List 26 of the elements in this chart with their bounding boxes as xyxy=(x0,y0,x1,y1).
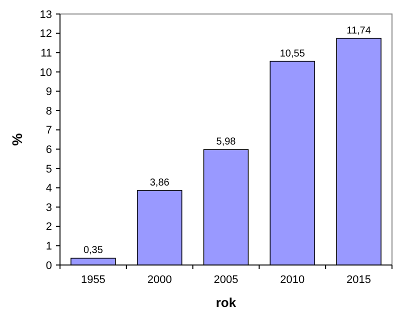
x-tick-label: 2010 xyxy=(280,274,305,286)
y-tick-label: 2 xyxy=(46,221,52,234)
data-label: 3,86 xyxy=(150,177,170,188)
y-tick-label: 0 xyxy=(46,260,52,272)
y-tick-label: 9 xyxy=(46,86,52,98)
y-tick-label: 6 xyxy=(46,144,52,156)
x-tick-label: 1955 xyxy=(80,274,106,286)
y-tick-label: 5 xyxy=(46,163,52,176)
y-tick-label: 11 xyxy=(40,47,52,60)
y-tick-label: 10 xyxy=(40,66,52,79)
y-tick-label: 13 xyxy=(40,8,52,21)
x-tick-label: 2005 xyxy=(214,274,238,286)
data-label: 10,55 xyxy=(280,48,306,60)
x-tick-label: 2015 xyxy=(346,274,372,286)
y-axis-title: % xyxy=(9,132,25,146)
x-axis-title: rok xyxy=(216,295,237,310)
data-label: 5,98 xyxy=(216,136,236,148)
y-tick-label: 4 xyxy=(46,182,52,195)
y-tick-label: 8 xyxy=(46,105,52,118)
y-tick-label: 1 xyxy=(46,240,52,253)
data-label: 11,74 xyxy=(346,25,372,36)
x-tick-label: 2000 xyxy=(147,274,172,286)
data-label: 0,35 xyxy=(83,245,104,256)
y-tick-label: 3 xyxy=(46,202,52,214)
y-tick-label: 7 xyxy=(46,124,52,137)
y-tick-label: 12 xyxy=(40,28,52,40)
